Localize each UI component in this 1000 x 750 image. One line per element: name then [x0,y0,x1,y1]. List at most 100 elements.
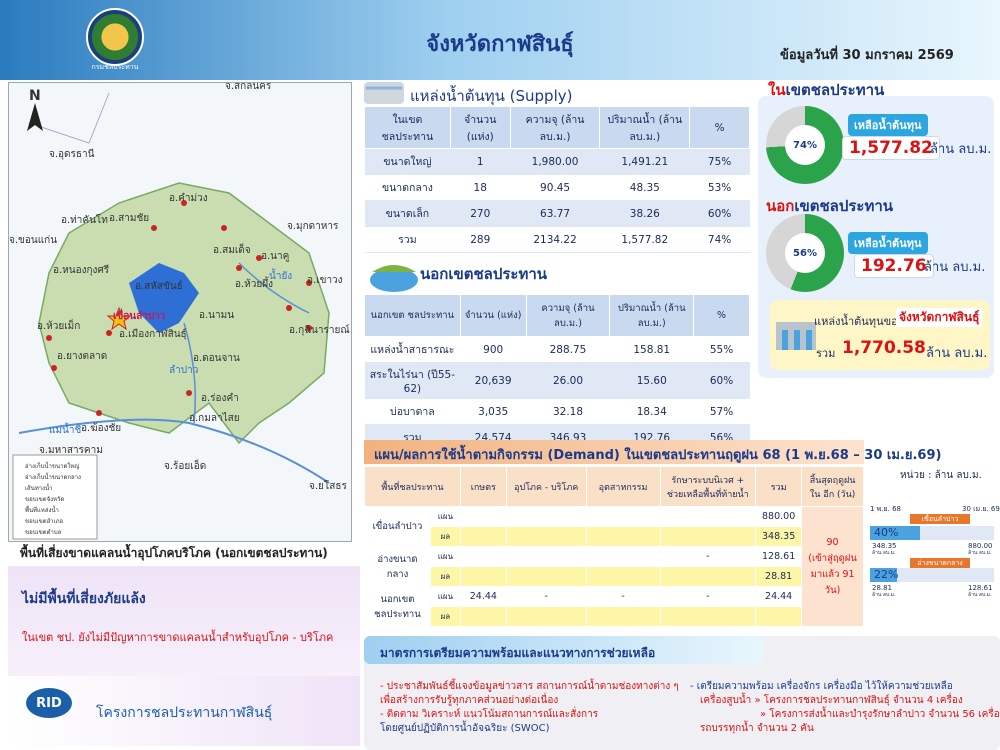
table-cell: 348.35 [755,526,803,547]
table-cell: 75% [689,148,750,175]
row-label: เขื่อนลำปาว [364,506,431,547]
legend-item: ขอบเขตอำเภอ [25,518,64,525]
outside-table: นอกเขต ชลประทาน จำนวน (แห่ง) ความจุ (ล้า… [364,294,750,451]
data-date: ข้อมูลวันที่ 30 มกราคม 2569 [780,48,954,63]
demand-title-bar [364,440,864,464]
table-row: นอกเขต ชลประทาน แผน 24.44- - -24.44 [364,586,864,627]
map-label: จ.อุดรธานี [49,149,95,160]
map-label: อ.เขาวง [307,275,343,286]
table-row-total: รวม 289 2134.22 1,577.82 74% [364,226,750,253]
legend-item: ขอบเขตจังหวัด [25,496,65,503]
map-label: อ.ยางตลาด [57,351,108,362]
dam-icon [364,82,404,104]
table-cell: 20,639 [460,362,527,399]
header-banner [0,0,1000,80]
measures-title: มาตรการเตรียมความพร้อมและแนวทางการช่วยเห… [380,646,656,660]
table-cell: สระในไร่นา (ปี55-62) [364,362,461,399]
table-cell: 60% [693,362,750,399]
table-cell: 15.60 [609,362,694,399]
column-header: อุตสาหกรรม [585,466,661,507]
unit-note: หน่วย : ล้าน ลบ.ม. [900,470,982,481]
progress-used: 28.81 [872,584,893,592]
table-cell [459,546,507,567]
progress-used: 348.35 [872,542,897,550]
column-header: ปริมาณน้ำ (ล้าน ลบ.ม.) [599,106,691,149]
column-header: % [689,106,750,149]
table-cell: ขนาดเล็ก [364,200,451,227]
out-zone-pct: 56% [785,233,825,273]
province-border [28,92,110,144]
table-cell: 1,491.21 [599,148,690,175]
table-cell: 28.81 [755,566,803,587]
pond-icon [370,265,418,292]
measure-right-line: - เตรียมความพร้อม เครื่องจักร เครื่องมือ… [690,681,953,692]
column-header: ในเขต ชลประทาน [364,106,451,149]
table-cell: 48.35 [599,174,690,201]
table-cell: 53% [689,174,750,201]
table-cell: บ่อบาดาล [364,398,461,425]
total-province: จังหวัดกาฬสินธุ์ [896,308,983,327]
lampao-river [183,322,196,424]
table-cell: - [659,546,757,567]
table-cell: 74% [689,226,750,253]
total-value: 1,770.58 [842,338,926,358]
table-cell: 289 [450,226,511,253]
column-header: % [693,294,750,337]
map-label: อ.คำม่วง [169,193,208,204]
progress-label: เขื่อนลำปาว [910,514,970,524]
result-label: ผล [429,526,461,547]
progress-plan-unit: ล้าน ลบ.ม. [968,550,992,556]
map-label: อ.นาคู [261,251,290,262]
map-label-chi-river: แม่น้ำชี [49,425,82,436]
column-header: นอกเขต ชลประทาน [364,294,461,337]
progress-fill [870,526,920,540]
total-label: แหล่งน้ำต้นทุนของ [814,315,904,328]
table-cell [585,506,661,527]
map-label: จ.ขอนแก่น [9,235,58,246]
dam-gate-icon [776,322,816,350]
rid-emblem-logo [86,8,144,66]
map-label: จ.ยโสธร [309,481,347,492]
column-header: จำนวน (แห่ง) [459,294,527,337]
in-zone-pct: 74% [785,125,825,165]
map-label: อ.ร่องคำ [201,393,239,404]
measure-left-line: - ติดตาม วิเคราะห์ แนวโน้มสถานการณ์และสั… [380,709,599,720]
progress-start: 1 พ.ย. 68 [870,505,901,513]
map-label: อ.หนองกุงศรี [53,265,110,276]
table-header-row: พื้นที่ชลประทาน เกษตร อุปโภค - บริโภค อุ… [364,466,864,507]
medium-reservoir-markers [46,200,312,416]
map-label: อ.กุฉินารายณ์ [289,325,350,336]
table-cell: 880.00 [755,506,803,527]
table-cell: - [659,586,757,607]
progress-used-unit: ล้าน ลบ.ม. [872,592,896,598]
map-label: อ.ห้วยเม็ก [37,321,81,332]
table-header-row: นอกเขต ชลประทาน จำนวน (แห่ง) ความจุ (ล้า… [364,294,750,337]
risk-panel [8,566,360,676]
table-cell: 270 [450,200,511,227]
table-cell: แหล่งน้ำสาธารณะ [364,336,461,363]
lampao-reservoir [129,263,199,333]
table-cell [459,566,507,587]
risk-title: พื้นที่เสี่ยงขาดแคลนน้ำอุปโภคบริโภค (นอก… [20,546,328,560]
map-label: อ.สหัสขันธ์ [135,281,183,292]
table-cell: ขนาดกลาง [364,174,451,201]
progress-label: อ่างขนาดกลาง [910,558,970,568]
table-cell: 128.61 [755,546,803,567]
progress-panel: เขื่อนลำปาว 40% 348.35 ล้าน ลบ.ม. 880.00… [866,512,998,624]
map-label: จ.สกลนคร [225,82,272,92]
unit-label: ล้าน ลบ.ม. [930,142,992,157]
table-cell [505,606,587,627]
table-cell [585,606,661,627]
table-cell: 90.45 [510,174,600,201]
map-label: อ.เมืองกาฬสินธุ์ [119,329,187,340]
table-row: ผล [365,606,864,627]
legend-item: อ่างเก็บน้ำขนาดกลาง [25,474,81,481]
unit-label: ล้าน ลบ.ม. [924,260,986,275]
table-cell [659,526,757,547]
plan-label: แผน [429,586,461,607]
table-cell [505,566,587,587]
plan-label: แผน [429,546,461,567]
risk-note: ในเขต ชป. ยังไม่มีปัญหาการขาดแคลนน้ำสำหร… [22,631,334,644]
column-header: ความจุ (ล้าน ลบ.ม.) [525,294,611,337]
column-header: สิ้นสุดฤดูฝนใน อีก (วัน) [801,466,864,507]
